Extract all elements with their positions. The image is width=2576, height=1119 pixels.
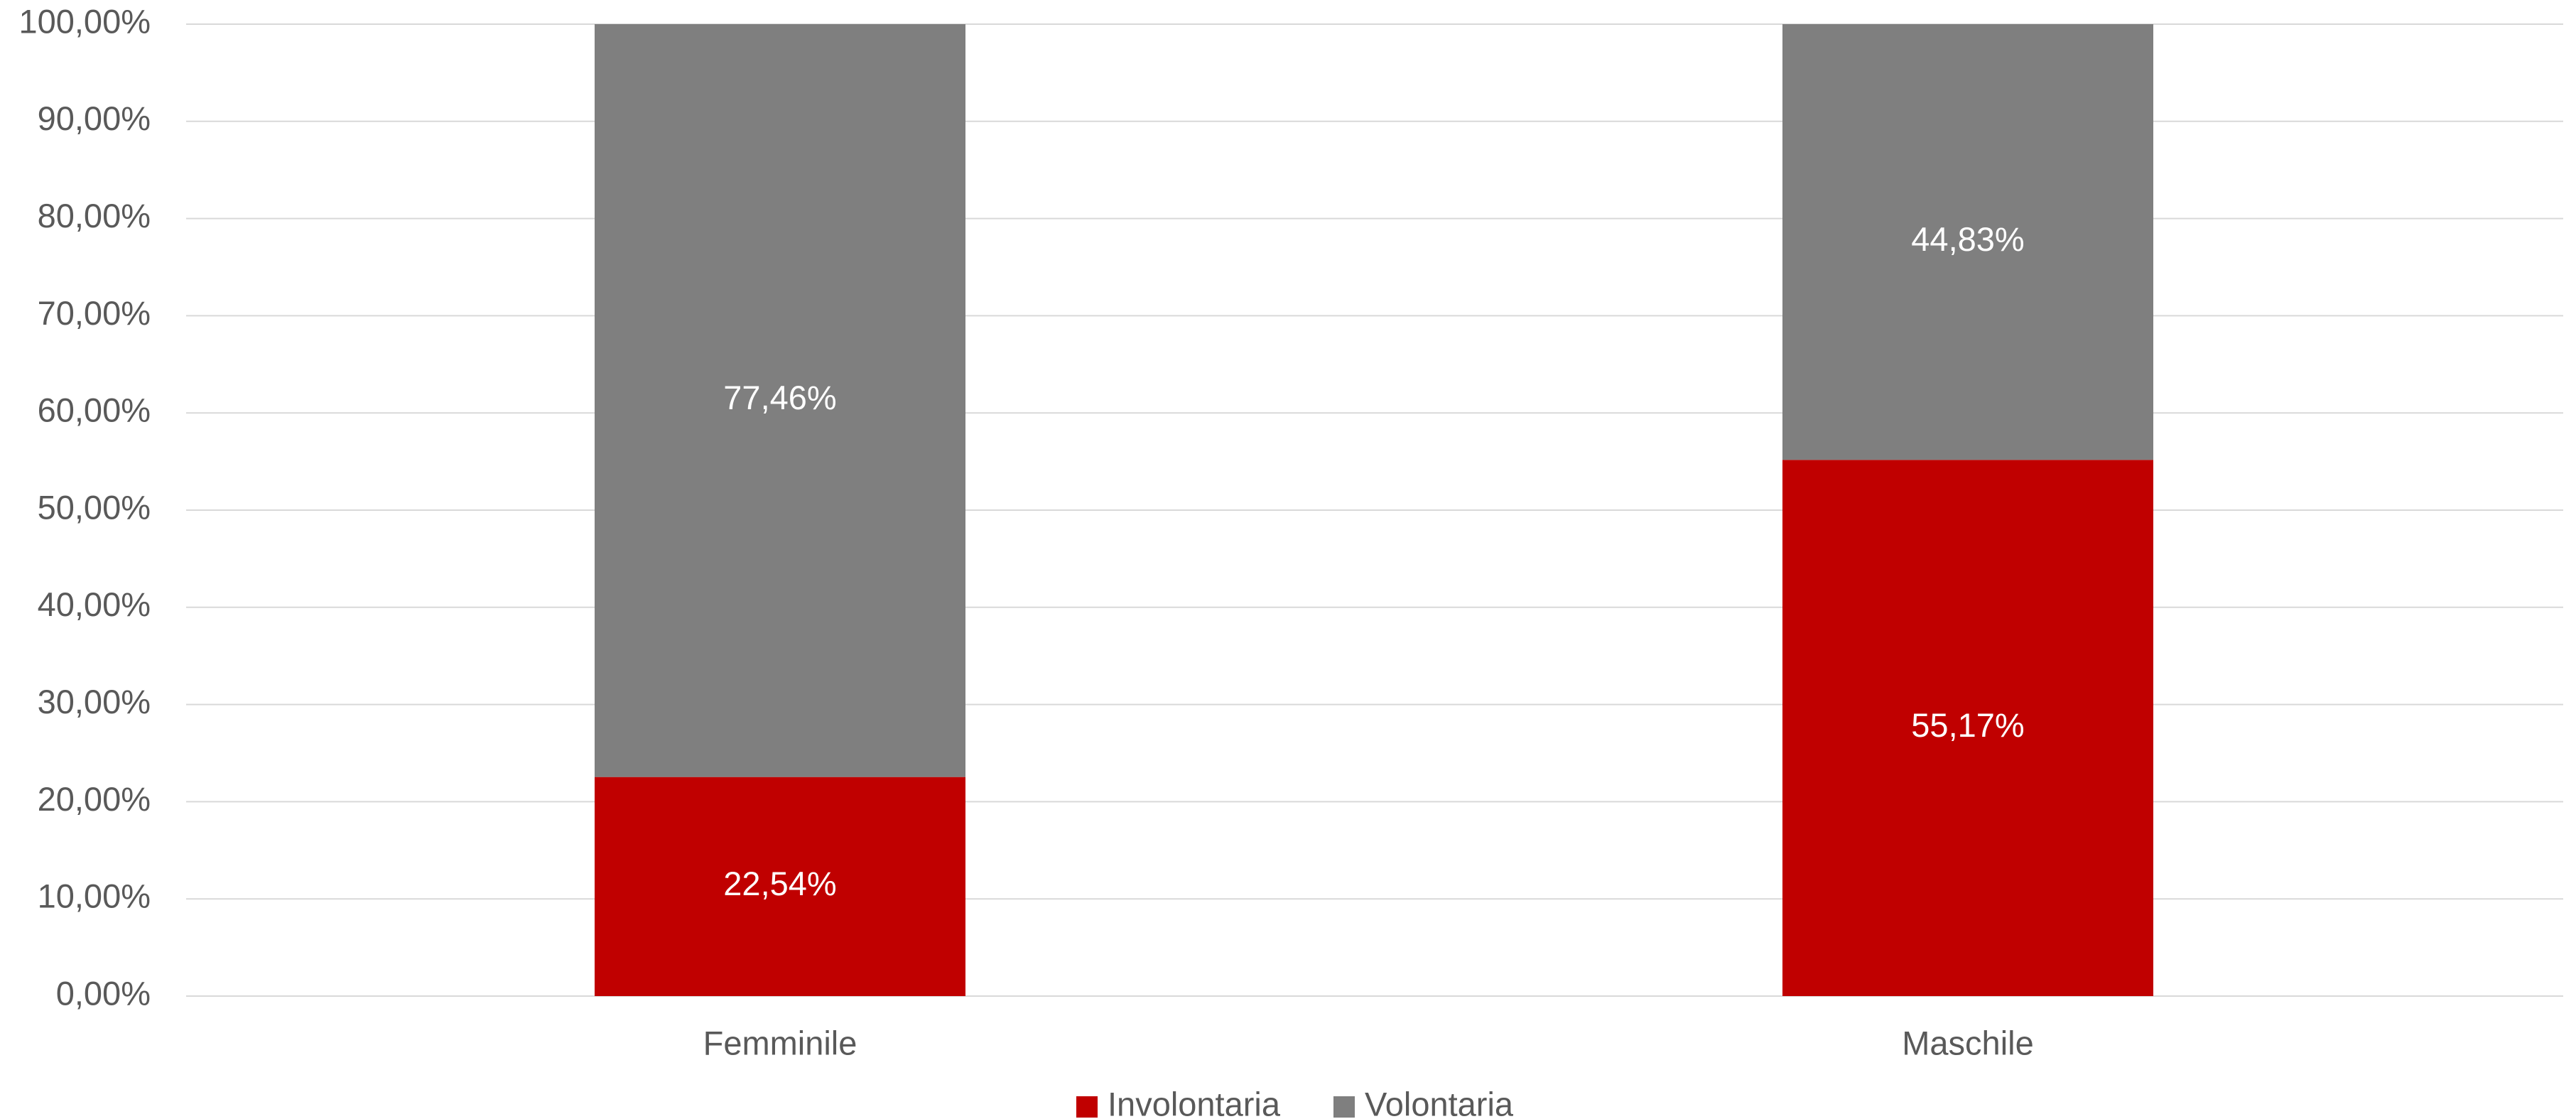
data-label: 77,46% (723, 379, 836, 416)
bar-segment-volontaria (595, 24, 965, 777)
gridlines (186, 23, 2563, 997)
y-tick-label: 60,00% (38, 391, 151, 429)
bars (595, 24, 2153, 996)
bar-segment-involontaria (1782, 460, 2153, 996)
y-tick-label: 10,00% (38, 877, 151, 915)
y-tick-label: 50,00% (38, 488, 151, 526)
legend-swatch-volontaria (1333, 1096, 1355, 1118)
y-tick-label: 70,00% (38, 294, 151, 332)
bar-segment-volontaria (1782, 24, 2153, 460)
legend-swatch-involontaria (1076, 1096, 1098, 1118)
category-label: Maschile (1902, 1024, 2033, 1061)
data-label: 55,17% (1911, 706, 2024, 744)
y-tick-label: 100,00% (18, 2, 151, 40)
y-tick-label: 90,00% (38, 99, 151, 137)
y-tick-label: 30,00% (38, 683, 151, 720)
y-tick-label: 0,00% (56, 974, 151, 1012)
category-label: Femminile (703, 1024, 857, 1061)
data-label: 22,54% (723, 865, 836, 902)
x-axis-category-labels: Femminile Maschile (703, 1024, 2034, 1061)
data-labels: 22,54% 77,46% 55,17% 44,83% (723, 220, 2024, 902)
bar-segment-involontaria (595, 777, 965, 996)
y-tick-label: 80,00% (38, 197, 151, 234)
y-tick-label: 40,00% (38, 585, 151, 623)
data-label: 44,83% (1911, 220, 2024, 258)
legend: Involontaria Volontaria (1076, 1085, 1514, 1119)
legend-label-volontaria: Volontaria (1365, 1085, 1514, 1119)
y-axis-tick-labels: 0,00% 10,00% 20,00% 30,00% 40,00% 50,00% 60,00… (18, 2, 151, 1012)
y-tick-label: 20,00% (38, 780, 151, 818)
legend-label-involontaria: Involontaria (1108, 1085, 1281, 1119)
